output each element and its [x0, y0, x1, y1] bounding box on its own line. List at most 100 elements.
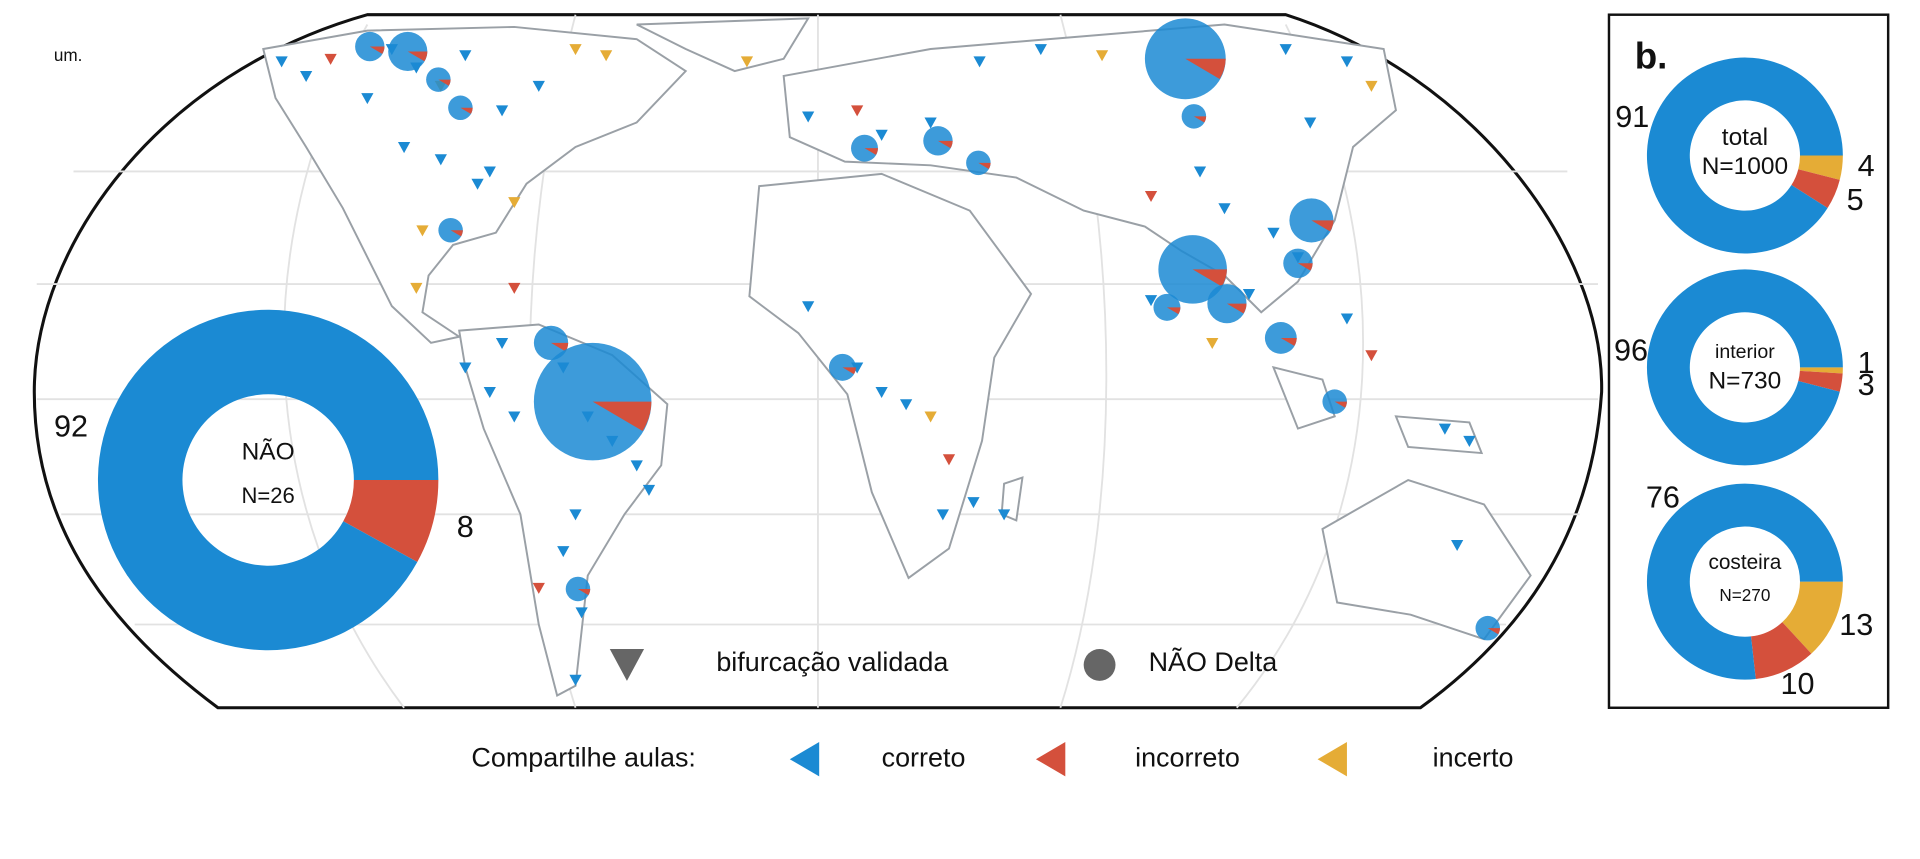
legend-label: bifurcação validada — [716, 647, 948, 677]
marker-wedge — [577, 588, 591, 596]
legend-circle — [1083, 648, 1116, 681]
marker-wedge — [460, 107, 473, 114]
marker-triangle — [324, 53, 337, 65]
marker-wedge — [1166, 307, 1181, 315]
marker-circle — [1289, 198, 1334, 243]
marker-triangle — [630, 460, 643, 472]
marker-triangle — [275, 56, 288, 68]
marker-triangle — [434, 154, 447, 166]
marker-wedge — [1334, 401, 1347, 408]
legend-triangle — [609, 648, 645, 681]
marker-triangle — [1463, 435, 1476, 447]
marker-wedge — [1185, 58, 1226, 79]
marker-triangle — [1206, 337, 1219, 349]
marker-triangle — [532, 80, 545, 92]
color-legend: correto incorreto incerto — [789, 742, 1514, 777]
panel-label: um. — [54, 45, 83, 65]
marker-triangle — [1242, 288, 1256, 301]
marker-triangle — [410, 282, 423, 294]
delta-markers — [275, 18, 1500, 686]
value-label: 5 — [1847, 183, 1864, 217]
legend-label: incorreto — [1135, 742, 1240, 772]
marker-triangle — [569, 509, 582, 521]
legend-swatch — [1317, 742, 1347, 777]
donut-n: N=270 — [1719, 585, 1770, 605]
marker-wedge — [864, 148, 878, 155]
donut-title: interior — [1715, 341, 1775, 363]
marker-wedge — [450, 230, 463, 237]
marker-triangle — [300, 71, 313, 83]
marker-triangle — [557, 546, 570, 558]
marker-triangle — [875, 129, 888, 141]
legend-label: correto — [882, 742, 966, 772]
marker-triangle — [569, 674, 582, 686]
marker-triangle — [924, 117, 937, 129]
marker-triangle — [900, 399, 913, 411]
marker-triangle — [802, 301, 815, 313]
marker-triangle — [1451, 540, 1464, 552]
marker-wedge — [369, 46, 385, 54]
marker-circle — [1153, 293, 1181, 321]
marker-triangle — [1267, 227, 1280, 239]
donut-slice — [1751, 622, 1812, 679]
donut-slice — [97, 309, 439, 651]
marker-triangle — [532, 582, 545, 594]
marker-wedge — [978, 162, 991, 169]
marker-triangle — [1340, 313, 1354, 325]
legend-label: incerto — [1433, 742, 1514, 772]
donut-n: N=730 — [1708, 368, 1781, 395]
marker-triangle — [508, 282, 521, 294]
marker-wedge — [1280, 337, 1297, 346]
marker-circle — [565, 576, 591, 602]
marker-triangle — [397, 142, 411, 154]
marker-triangle — [802, 111, 815, 123]
marker-triangle — [569, 44, 582, 56]
panel-label: b. — [1635, 35, 1668, 76]
marker-triangle — [1034, 44, 1047, 56]
marker-wedge — [1192, 269, 1227, 287]
value-label: 13 — [1839, 608, 1873, 642]
donut-slice — [343, 480, 439, 563]
legend-title: Compartilhe aulas: — [471, 742, 695, 772]
marker-triangle — [459, 362, 472, 374]
legend-label: NÃO Delta — [1149, 646, 1278, 677]
marker-circle — [426, 67, 451, 92]
value-label: 92 — [54, 410, 88, 444]
marker-triangle — [942, 454, 956, 466]
marker-circle — [923, 126, 953, 156]
donut-slice — [1791, 169, 1840, 209]
marker-triangle — [508, 197, 521, 209]
donut-title: NÃO — [242, 439, 295, 466]
marker-triangle — [936, 509, 949, 521]
marker-wedge — [1226, 303, 1247, 314]
marker-triangle — [495, 105, 509, 117]
legend-swatch — [1035, 742, 1066, 777]
marker-triangle — [1218, 203, 1231, 215]
marker-triangle — [471, 178, 484, 190]
marker-wedge — [1297, 263, 1313, 271]
land — [262, 17, 1532, 697]
donut-slice — [1798, 155, 1843, 180]
marker-triangle — [973, 56, 986, 68]
donut-slice — [1799, 367, 1843, 374]
marker-triangle — [967, 497, 980, 509]
donut-slice — [1646, 269, 1843, 466]
marker-triangle — [1193, 166, 1207, 178]
marker-triangle — [1438, 423, 1452, 435]
value-label: 76 — [1646, 481, 1680, 515]
donut-title: costeira — [1708, 551, 1781, 574]
marker-triangle — [851, 105, 864, 117]
donut-slice — [1646, 57, 1843, 254]
marker-triangle — [495, 337, 509, 349]
marker-triangle — [1144, 191, 1158, 203]
value-label: 4 — [1858, 149, 1875, 183]
marker-wedge — [1193, 116, 1207, 123]
value-label: 3 — [1858, 368, 1875, 402]
marker-triangle — [361, 93, 374, 105]
marker-triangle — [459, 50, 472, 62]
marker-circle — [1158, 235, 1227, 304]
donut-slice — [1798, 370, 1843, 392]
value-label: 91 — [1615, 100, 1649, 134]
value-label: 10 — [1781, 667, 1815, 701]
marker-wedge — [937, 140, 953, 149]
